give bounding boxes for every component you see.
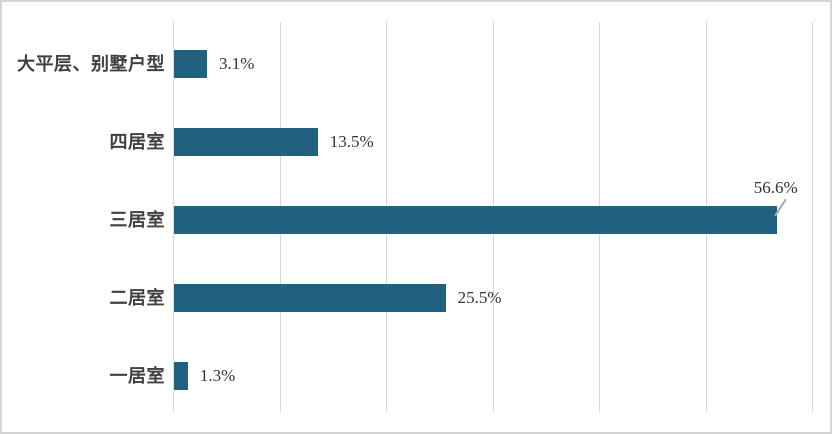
bar xyxy=(174,206,777,234)
value-label: 3.1% xyxy=(219,54,255,73)
value-label: 25.5% xyxy=(457,288,502,307)
bar xyxy=(174,362,188,390)
gridline-0 xyxy=(173,22,174,412)
value-label: 1.3% xyxy=(199,366,236,385)
value-label: 13.5% xyxy=(329,132,374,151)
category-label: 二居室 xyxy=(109,288,165,308)
value-label: 56.6% xyxy=(753,178,798,197)
gridline-60 xyxy=(812,22,813,412)
bar xyxy=(174,50,207,78)
bar xyxy=(174,128,318,156)
category-label: 四居室 xyxy=(109,132,165,152)
bar xyxy=(174,284,446,312)
category-label: 大平层、别墅户型 xyxy=(17,54,165,74)
category-label: 三居室 xyxy=(109,210,165,230)
category-label: 一居室 xyxy=(109,366,165,386)
